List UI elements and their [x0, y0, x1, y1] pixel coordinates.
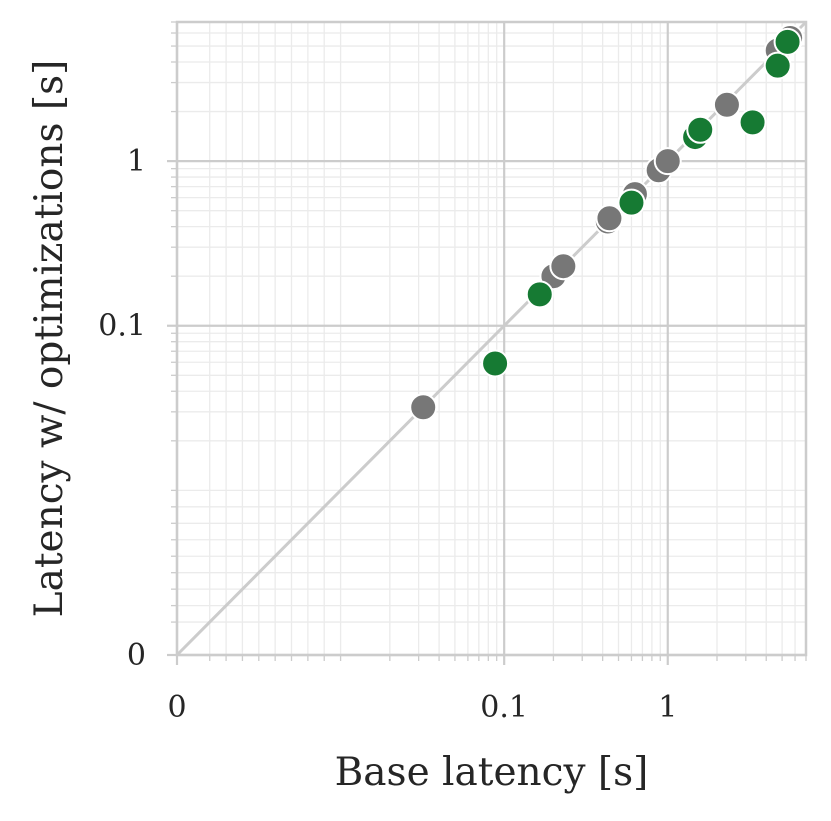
data-point	[481, 349, 510, 378]
data-point	[738, 108, 767, 137]
minor-grid	[177, 21, 807, 655]
data-points	[409, 23, 805, 422]
data-point	[525, 280, 554, 309]
data-point	[595, 204, 624, 233]
x-tick-label: 0	[167, 690, 186, 725]
data-point	[686, 115, 715, 144]
x-tick-label: 1	[658, 690, 677, 725]
data-point	[409, 393, 438, 422]
data-point	[617, 188, 646, 217]
identity-reference-line	[175, 20, 808, 657]
y-tick-labels: 00.11	[98, 144, 146, 673]
x-tick-label: 0.1	[480, 690, 528, 725]
x-tick-labels: 0 0.1 1	[167, 690, 677, 725]
data-point	[773, 27, 802, 56]
data-point	[549, 252, 578, 281]
data-point	[763, 51, 792, 80]
y-tick-label: 1	[127, 144, 146, 179]
y-tick-label: 0.1	[98, 309, 146, 344]
y-tick-label: 0	[127, 638, 146, 673]
plot-frame	[175, 20, 808, 657]
data-point	[653, 147, 682, 176]
x-axis-label: Base latency [s]	[335, 750, 649, 795]
y-axis-label: Latency w/ optimizations [s]	[27, 60, 72, 618]
data-point	[712, 90, 741, 119]
